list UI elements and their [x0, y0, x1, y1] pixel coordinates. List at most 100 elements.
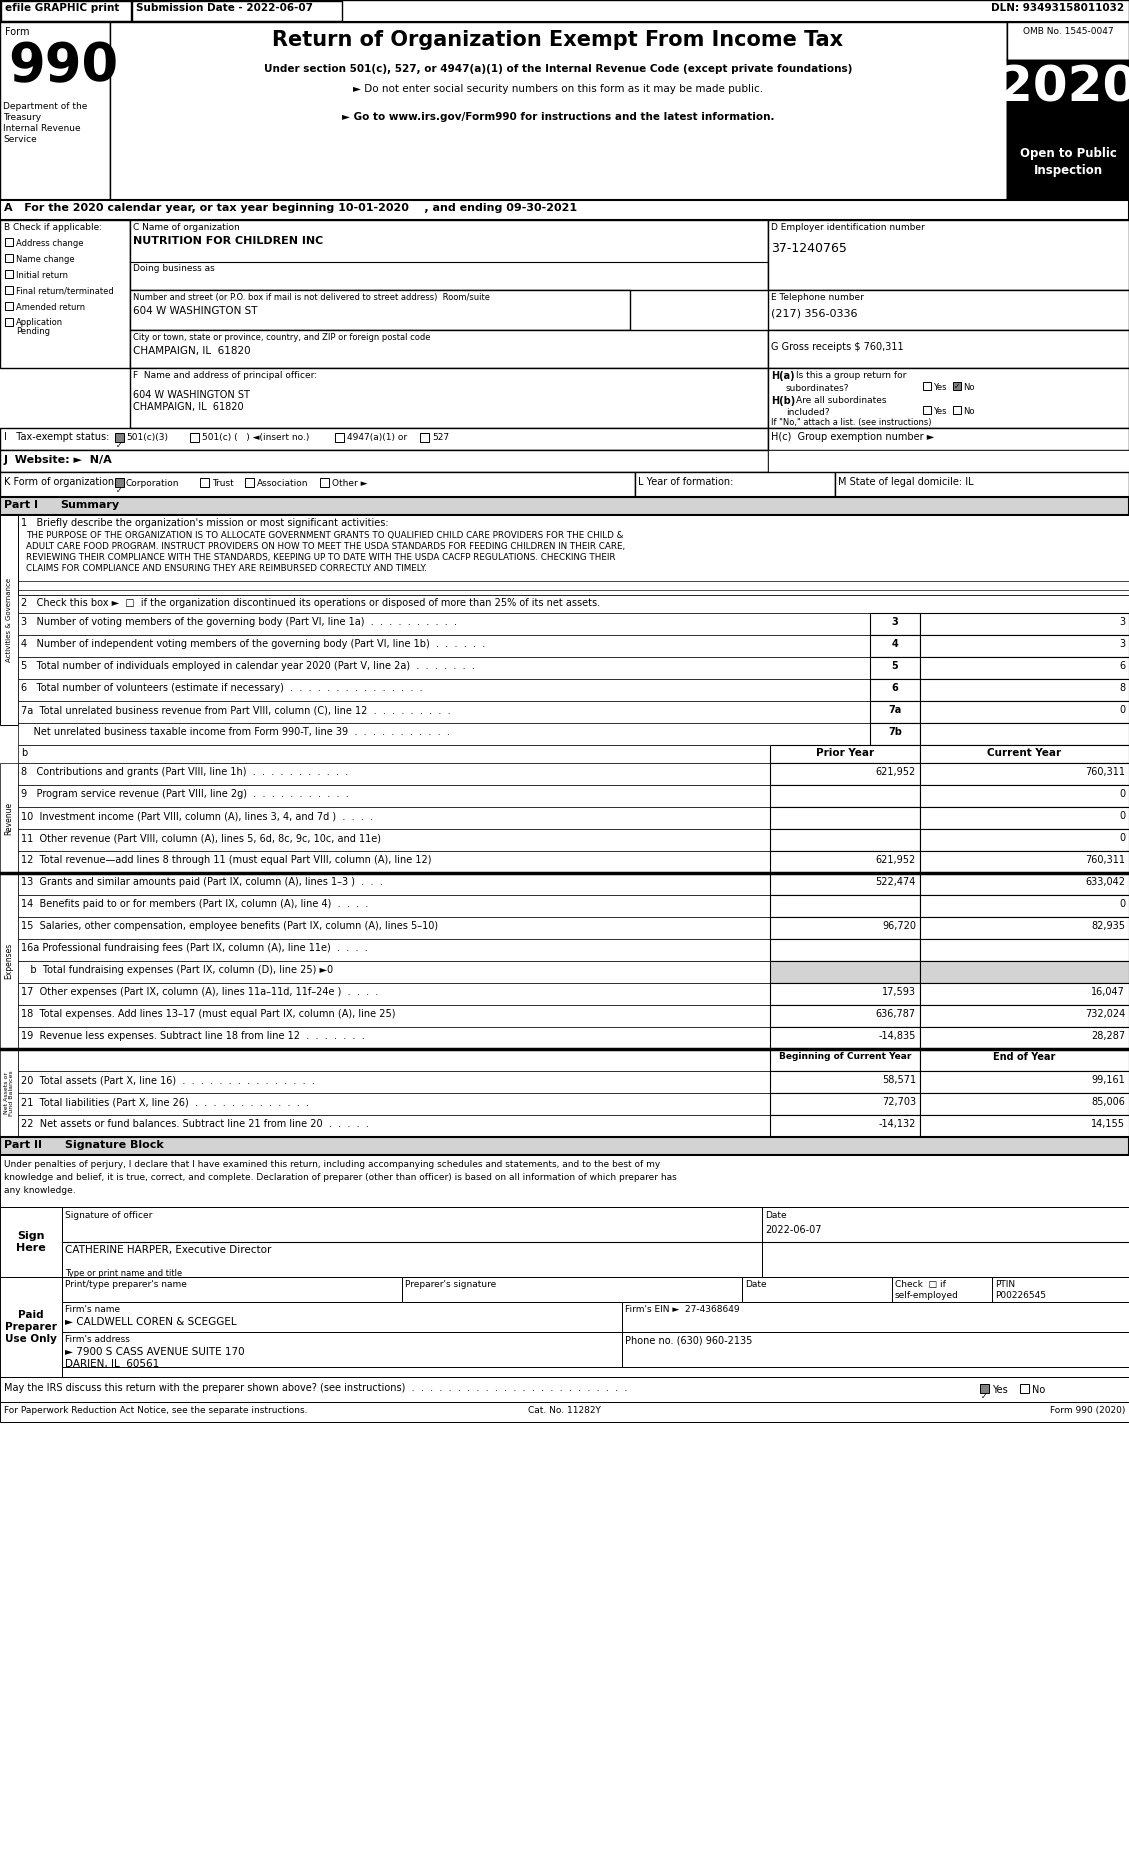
Bar — [770, 895, 920, 917]
Text: Signature of officer: Signature of officer — [65, 1211, 152, 1220]
Text: No: No — [963, 407, 974, 417]
Bar — [870, 657, 920, 679]
Text: 16a Professional fundraising fees (Part IX, column (A), line 11e)  .  .  .  .: 16a Professional fundraising fees (Part … — [21, 943, 368, 952]
Text: 19  Revenue less expenses. Subtract line 18 from line 12  .  .  .  .  .  .  .: 19 Revenue less expenses. Subtract line … — [21, 1030, 365, 1042]
Text: included?: included? — [786, 407, 830, 417]
Bar — [18, 872, 1129, 895]
Bar — [0, 1207, 62, 1278]
Text: Preparer's signature: Preparer's signature — [405, 1280, 497, 1289]
Text: Firm's EIN ►  27-4368649: Firm's EIN ► 27-4368649 — [625, 1306, 739, 1313]
Text: 85,006: 85,006 — [1091, 1097, 1124, 1107]
Bar — [768, 219, 1129, 290]
Text: No: No — [963, 383, 974, 392]
Text: Department of the: Department of the — [3, 102, 87, 112]
Text: Association: Association — [257, 480, 308, 487]
Text: -14,132: -14,132 — [878, 1120, 916, 1129]
Bar — [870, 724, 920, 746]
Text: Corporation: Corporation — [126, 480, 180, 487]
Text: 6: 6 — [1119, 660, 1124, 671]
Bar — [62, 1302, 622, 1332]
Text: 6: 6 — [892, 683, 899, 694]
Bar — [132, 2, 342, 20]
Text: H(c)  Group exemption number ►: H(c) Group exemption number ► — [771, 432, 935, 443]
Bar — [770, 1004, 920, 1027]
Text: No: No — [1032, 1386, 1045, 1395]
Bar — [18, 657, 1129, 679]
Bar — [892, 1278, 992, 1302]
Bar — [1019, 1384, 1029, 1393]
Text: REVIEWING THEIR COMPLIANCE WITH THE STANDARDS, KEEPING UP TO DATE WITH THE USDA : REVIEWING THEIR COMPLIANCE WITH THE STAN… — [26, 552, 615, 562]
Bar — [920, 701, 1129, 724]
Bar — [18, 830, 1129, 852]
Bar — [770, 785, 920, 807]
Text: Form: Form — [5, 28, 29, 37]
Text: 501(c)(3): 501(c)(3) — [126, 433, 168, 443]
Text: 3: 3 — [892, 618, 899, 627]
Bar — [0, 219, 130, 368]
Bar — [130, 219, 768, 290]
Bar — [0, 515, 18, 725]
Text: G Gross receipts $ 760,311: G Gross receipts $ 760,311 — [771, 342, 903, 352]
Bar — [115, 433, 124, 443]
Bar — [762, 1242, 1129, 1278]
Bar — [0, 1049, 18, 1136]
Text: 3   Number of voting members of the governing body (Part VI, line 1a)  .  .  .  : 3 Number of voting members of the govern… — [21, 618, 457, 627]
Text: Firm's name: Firm's name — [65, 1306, 120, 1313]
Text: H(b): H(b) — [771, 396, 795, 405]
Text: Other ►: Other ► — [332, 480, 368, 487]
Bar — [835, 472, 1129, 497]
Text: 604 W WASHINGTON ST: 604 W WASHINGTON ST — [133, 307, 257, 316]
Text: 11  Other revenue (Part VIII, column (A), lines 5, 6d, 8c, 9c, 10c, and 11e): 11 Other revenue (Part VIII, column (A),… — [21, 833, 380, 843]
Bar — [953, 381, 961, 391]
Text: Form 990 (2020): Form 990 (2020) — [1050, 1406, 1124, 1415]
Text: Open to Public: Open to Public — [1019, 147, 1117, 160]
Bar — [953, 405, 961, 415]
Bar — [0, 1155, 1129, 1207]
Text: Name change: Name change — [16, 255, 75, 264]
Text: DLN: 93493158011032: DLN: 93493158011032 — [991, 4, 1124, 13]
Text: Initial return: Initial return — [16, 272, 68, 281]
Bar — [0, 22, 1129, 201]
Text: Pending: Pending — [16, 327, 50, 337]
Bar — [920, 852, 1129, 872]
Text: ✓: ✓ — [116, 485, 122, 495]
Text: 99,161: 99,161 — [1092, 1075, 1124, 1084]
Text: Signature Block: Signature Block — [65, 1140, 164, 1149]
Text: Expenses: Expenses — [5, 943, 14, 978]
Text: Activities & Governance: Activities & Governance — [6, 578, 12, 662]
Text: knowledge and belief, it is true, correct, and complete. Declaration of preparer: knowledge and belief, it is true, correc… — [5, 1174, 676, 1181]
Text: CHAMPAIGN, IL  61820: CHAMPAIGN, IL 61820 — [133, 402, 244, 413]
Bar — [770, 763, 920, 785]
Text: 0: 0 — [1119, 705, 1124, 714]
Text: J  Website: ►  N/A: J Website: ► N/A — [5, 456, 113, 465]
Bar — [622, 1302, 1129, 1332]
Text: Are all subordinates: Are all subordinates — [796, 396, 886, 405]
Bar — [870, 679, 920, 701]
Bar — [0, 22, 110, 201]
Text: OMB No. 1545-0047: OMB No. 1545-0047 — [1023, 28, 1113, 35]
Bar — [768, 329, 1129, 368]
Bar — [920, 763, 1129, 785]
Bar — [920, 724, 1129, 746]
Bar — [920, 614, 1129, 634]
Text: ► 7900 S CASS AVENUE SUITE 170: ► 7900 S CASS AVENUE SUITE 170 — [65, 1347, 245, 1358]
Text: 15  Salaries, other compensation, employee benefits (Part IX, column (A), lines : 15 Salaries, other compensation, employe… — [21, 921, 438, 932]
Text: 2020: 2020 — [998, 63, 1129, 112]
Bar — [62, 1278, 402, 1302]
Text: DARIEN, IL  60561: DARIEN, IL 60561 — [65, 1360, 159, 1369]
Text: 3: 3 — [1119, 618, 1124, 627]
Bar — [770, 1049, 920, 1071]
Text: 16,047: 16,047 — [1091, 988, 1124, 997]
Text: 636,787: 636,787 — [876, 1008, 916, 1019]
Text: 17,593: 17,593 — [882, 988, 916, 997]
Bar — [18, 1027, 1129, 1049]
Text: 2022-06-07: 2022-06-07 — [765, 1226, 822, 1235]
Text: End of Year: End of Year — [994, 1053, 1056, 1062]
Bar — [5, 270, 14, 277]
Text: C Name of organization: C Name of organization — [133, 223, 239, 232]
Bar — [870, 634, 920, 657]
Text: Final return/terminated: Final return/terminated — [16, 286, 114, 296]
Bar — [130, 290, 630, 329]
Text: 0: 0 — [1119, 789, 1124, 800]
Text: 12  Total revenue—add lines 8 through 11 (must equal Part VIII, column (A), line: 12 Total revenue—add lines 8 through 11 … — [21, 856, 431, 865]
